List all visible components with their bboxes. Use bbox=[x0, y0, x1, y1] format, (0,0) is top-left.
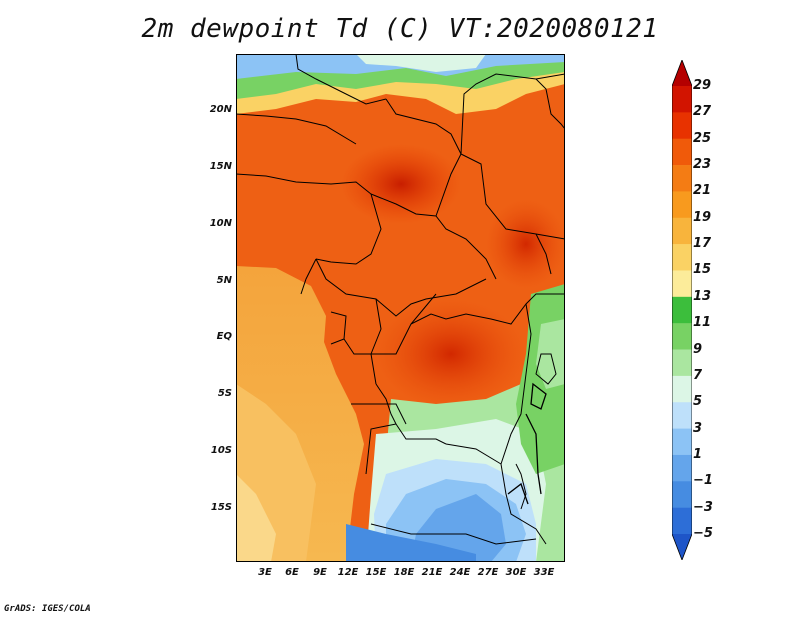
lat-tick-10n: 10N bbox=[209, 218, 232, 229]
lat-tick-15s: 15S bbox=[210, 502, 232, 513]
colorbar-label: 13 bbox=[693, 288, 712, 304]
lat-tick-5n: 5N bbox=[216, 275, 232, 286]
lat-tick-10s: 10S bbox=[210, 445, 232, 456]
colorbar-segment bbox=[672, 428, 692, 456]
colorbar-label: 5 bbox=[693, 394, 703, 410]
colorbar bbox=[672, 60, 692, 560]
lon-tick-12e: 12E bbox=[337, 567, 359, 578]
map-title: 2m dewpoint Td (C) VT:2020080121 bbox=[141, 14, 659, 44]
colorbar-segment bbox=[672, 481, 692, 508]
colorbar-label: 7 bbox=[693, 367, 703, 383]
colorbar-label: 29 bbox=[693, 78, 712, 93]
colorbar-label: 21 bbox=[693, 183, 712, 199]
dewpoint-map bbox=[236, 54, 565, 562]
colorbar-segment bbox=[672, 138, 692, 166]
colorbar-segment bbox=[672, 191, 692, 219]
colorbar-segment bbox=[672, 454, 692, 482]
colorbar-label: 19 bbox=[693, 209, 712, 225]
lat-tick-5s: 5S bbox=[217, 388, 232, 399]
colorbar-segment bbox=[672, 270, 692, 298]
lat-tick-20n: 20N bbox=[209, 104, 232, 115]
colorbar-label: 27 bbox=[693, 104, 712, 120]
colorbar-label: −3 bbox=[693, 499, 713, 515]
colorbar-label: 23 bbox=[693, 157, 712, 173]
lat-tick-eq: EQ bbox=[216, 331, 232, 342]
colorbar-segment bbox=[672, 165, 692, 192]
lon-tick-33e: 33E bbox=[533, 567, 555, 578]
colorbar-label: 3 bbox=[693, 420, 703, 436]
colorbar-segment bbox=[672, 349, 692, 377]
lon-tick-21e: 21E bbox=[421, 567, 443, 578]
colorbar-label: −5 bbox=[693, 526, 713, 541]
lon-tick-24e: 24E bbox=[449, 567, 471, 578]
grads-credit: GrADS: IGES/COLA bbox=[4, 604, 91, 614]
colorbar-segment bbox=[672, 86, 692, 113]
colorbar-label: 1 bbox=[693, 446, 703, 462]
colorbar-segment bbox=[672, 217, 692, 245]
lat-tick-15n: 15N bbox=[209, 161, 232, 172]
colorbar-segment bbox=[672, 296, 692, 324]
lon-tick-18e: 18E bbox=[393, 567, 415, 578]
lon-tick-6e: 6E bbox=[285, 567, 299, 578]
colorbar-segment bbox=[672, 402, 692, 429]
colorbar-label: −1 bbox=[693, 473, 713, 489]
colorbar-segment bbox=[672, 112, 692, 140]
colorbar-label: 17 bbox=[693, 236, 712, 252]
colorbar-segment bbox=[672, 507, 692, 535]
lon-tick-27e: 27E bbox=[477, 567, 499, 578]
colorbar-segment bbox=[672, 244, 692, 271]
lon-tick-15e: 15E bbox=[365, 567, 387, 578]
colorbar-segment bbox=[672, 534, 692, 560]
colorbar-segment bbox=[672, 323, 692, 350]
colorbar-label: 11 bbox=[693, 315, 712, 331]
colorbar-label: 9 bbox=[693, 341, 703, 357]
colorbar-segment bbox=[672, 375, 692, 403]
lon-tick-30e: 30E bbox=[505, 567, 527, 578]
lon-tick-9e: 9E bbox=[313, 567, 327, 578]
colorbar-segment bbox=[672, 60, 692, 86]
lon-tick-3e: 3E bbox=[258, 567, 272, 578]
colorbar-label: 25 bbox=[693, 130, 712, 146]
colorbar-label: 15 bbox=[693, 262, 712, 278]
